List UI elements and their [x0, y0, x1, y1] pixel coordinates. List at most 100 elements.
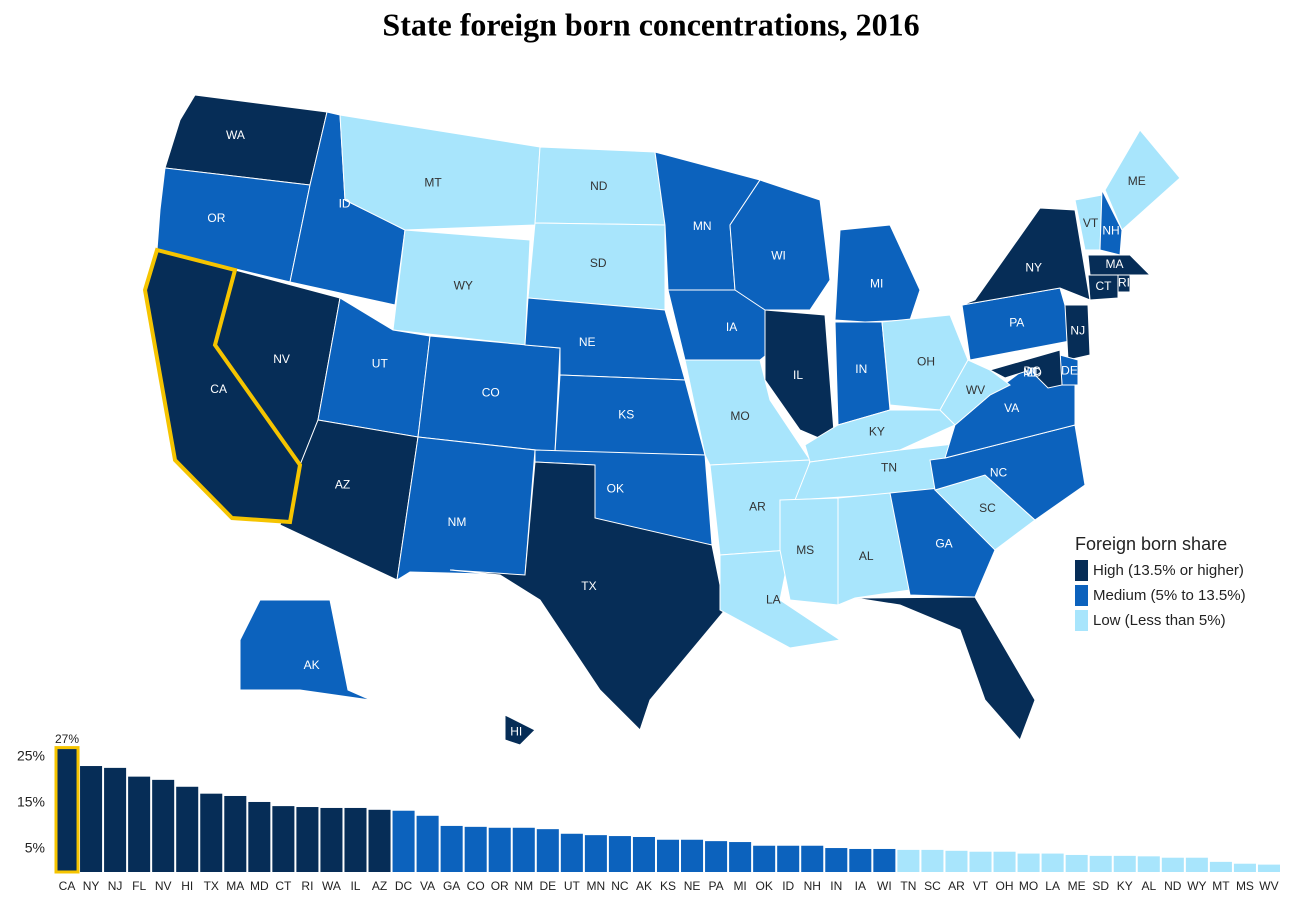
state [988, 349, 1063, 389]
x-tick-label: ID [782, 879, 794, 893]
state-label: KY [869, 425, 885, 439]
state-label: MI [870, 277, 883, 291]
state-label: CO [482, 385, 500, 399]
state [854, 596, 1036, 741]
bar [344, 807, 367, 872]
bar [729, 842, 752, 872]
state [396, 436, 536, 581]
state-label: FL [954, 645, 968, 659]
bar [54, 746, 80, 874]
bar [801, 845, 824, 872]
state [239, 599, 406, 716]
x-tick-label: SD [1092, 879, 1109, 893]
legend-label: High (13.5% or higher) [1093, 562, 1244, 579]
y-tick-label: 5% [25, 840, 45, 856]
state [1064, 304, 1091, 361]
state-label: IL [793, 368, 803, 382]
x-tick-label: HI [181, 879, 193, 893]
x-tick-label: NC [611, 879, 629, 893]
x-tick-label: MD [250, 879, 269, 893]
state-label: VA [1004, 401, 1019, 415]
x-tick-label: CA [59, 879, 76, 893]
bar [825, 848, 848, 872]
bar [1065, 854, 1088, 872]
state [142, 247, 303, 525]
state-label: TX [581, 579, 596, 593]
bar [921, 849, 944, 872]
x-tick-label: NM [514, 879, 533, 893]
bar [368, 809, 391, 872]
bar [632, 836, 655, 872]
x-tick-label: DC [395, 879, 413, 893]
x-tick-label: IL [350, 879, 360, 893]
state-label: NV [273, 352, 290, 366]
x-tick-label: MO [1019, 879, 1038, 893]
title: State foreign born concentrations, 2016 [382, 6, 919, 42]
state-label: NH [1102, 223, 1119, 237]
x-tick-label: MN [587, 879, 606, 893]
bar [849, 848, 872, 872]
state [929, 424, 1086, 521]
state-label: TN [881, 461, 897, 475]
bar [104, 767, 127, 872]
y-tick-label: 25% [17, 748, 45, 764]
x-tick-label: WA [322, 879, 341, 893]
bar [969, 851, 992, 872]
bar [1185, 857, 1208, 872]
bar [993, 851, 1016, 872]
bar [440, 825, 463, 872]
x-tick-label: UT [564, 879, 581, 893]
state [1087, 274, 1119, 301]
state-label: MO [730, 409, 749, 423]
legend-title: Foreign born share [1075, 534, 1227, 554]
bar [1113, 855, 1136, 872]
bar [681, 839, 704, 872]
state-label: SC [979, 501, 996, 515]
x-tick-label: TX [204, 879, 219, 893]
bar [152, 779, 175, 872]
map [156, 94, 1181, 746]
bar [1257, 864, 1280, 872]
state-label: NE [579, 335, 596, 349]
bar [777, 845, 800, 872]
state-label: DC [1023, 364, 1041, 378]
state [279, 419, 419, 581]
x-tick-label: MI [733, 879, 746, 893]
x-tick-label: LA [1045, 879, 1060, 893]
state-label: WI [771, 249, 786, 263]
x-tick-label: VT [973, 879, 989, 893]
state-label: KS [618, 408, 634, 422]
x-tick-label: TN [900, 879, 916, 893]
bar [1017, 853, 1040, 872]
state-label: NM [448, 515, 467, 529]
state-label: MA [1106, 257, 1124, 271]
state-label: CT [1096, 279, 1113, 293]
state-label: VT [1083, 216, 1099, 230]
x-tick-label: KS [660, 879, 676, 893]
x-tick-label: NV [155, 879, 172, 893]
state-label: IA [726, 320, 737, 334]
bar [1209, 861, 1232, 872]
x-tick-label: GA [443, 879, 460, 893]
x-tick-label: MT [1212, 879, 1230, 893]
state [834, 224, 921, 323]
bar [224, 795, 247, 872]
state-label: RI [1118, 276, 1130, 290]
state-label: MT [424, 176, 442, 190]
state-label: WA [226, 128, 245, 142]
state-label: MD [1023, 366, 1042, 380]
x-tick-label: OH [996, 879, 1014, 893]
x-tick-label: NY [83, 879, 100, 893]
bar [897, 849, 920, 872]
state-label: NJ [1070, 323, 1085, 337]
x-tick-label: VA [420, 879, 435, 893]
state [1027, 367, 1037, 377]
y-tick-label: 15% [17, 794, 45, 810]
state [729, 179, 831, 311]
x-tick-label: AK [636, 879, 652, 893]
bar [200, 793, 223, 872]
state-label: PA [1009, 315, 1024, 329]
state-label: AZ [335, 478, 350, 492]
legend-swatch [1075, 585, 1088, 606]
